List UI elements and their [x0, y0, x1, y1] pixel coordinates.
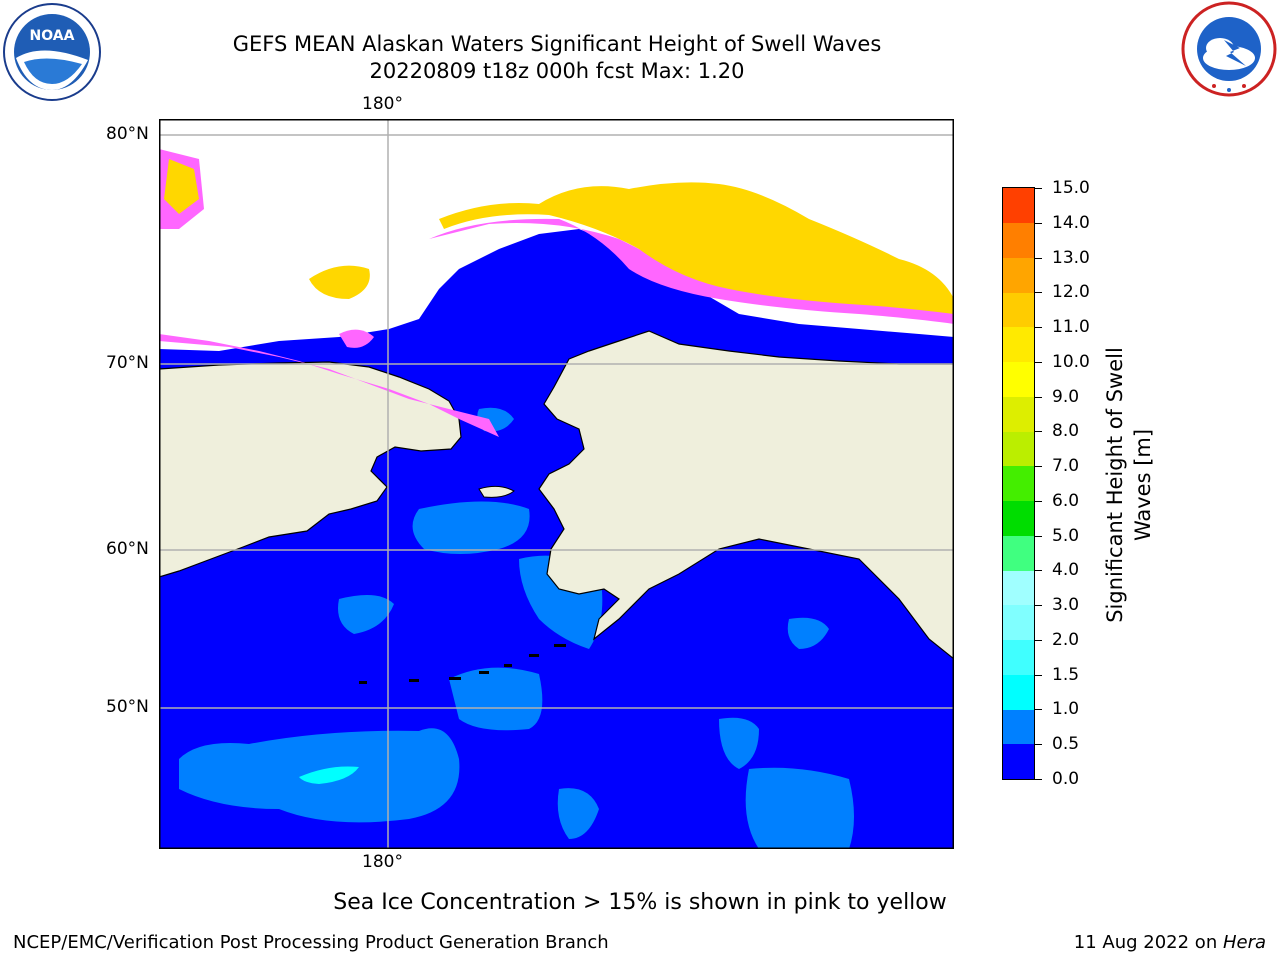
colorbar-tick-label: 2.0 [1052, 630, 1080, 650]
colorbar-tick [1035, 431, 1042, 432]
colorbar-tick [1035, 223, 1042, 224]
colorbar-tick [1035, 466, 1042, 467]
colorbar-tick-label: 12.0 [1052, 282, 1090, 302]
colorbar-tick [1035, 709, 1042, 710]
colorbar-segment [1003, 744, 1034, 780]
sea-ice [159, 149, 954, 437]
colorbar-segment [1003, 709, 1034, 745]
map-panel [159, 119, 954, 849]
colorbar-tick-label: 10.0 [1052, 352, 1090, 372]
colorbar-tick-label: 0.0 [1052, 769, 1080, 789]
colorbar-tick-label: 1.0 [1052, 699, 1080, 719]
footer-machine: Hera [1222, 932, 1266, 953]
colorbar-tick-label: 4.0 [1052, 560, 1080, 580]
colorbar-tick [1035, 362, 1042, 363]
colorbar-tick-label: 1.5 [1052, 665, 1080, 685]
graticule [159, 119, 954, 849]
colorbar-tick-label: 11.0 [1052, 317, 1090, 337]
land-alaska [538, 330, 954, 660]
swell-cyan-patch [299, 766, 359, 784]
colorbar-tick [1035, 258, 1042, 259]
colorbar-tick-label: 6.0 [1052, 491, 1080, 511]
colorbar-tick-label: 5.0 [1052, 526, 1080, 546]
colorbar-segment [1003, 431, 1034, 467]
lon-label-bottom: 180° [362, 852, 403, 872]
footer-credit: NCEP/EMC/Verification Post Processing Pr… [13, 932, 609, 953]
colorbar-segment [1003, 500, 1034, 536]
land-siberia [159, 361, 462, 578]
colorbar-tick-label: 15.0 [1052, 178, 1090, 198]
colorbar-tick-label: 9.0 [1052, 387, 1080, 407]
colorbar-tick-label: 14.0 [1052, 213, 1090, 233]
colorbar-tick-label: 7.0 [1052, 456, 1080, 476]
lat-label-50n: 50°N [106, 697, 149, 717]
colorbar-tick-label: 0.5 [1052, 734, 1080, 754]
colorbar-tick [1035, 327, 1042, 328]
colorbar-tick-label: 13.0 [1052, 248, 1090, 268]
nws-logo [1180, 0, 1278, 98]
chart-title: GEFS MEAN Alaskan Waters Significant Hei… [232, 32, 882, 56]
colorbar-segment [1003, 639, 1034, 675]
colorbar-segment [1003, 570, 1034, 606]
map-frame [159, 119, 954, 849]
noaa-logo-text: NOAA [30, 28, 75, 44]
colorbar-tick [1035, 188, 1042, 189]
aleutian-islands [359, 644, 566, 684]
footer-date: 11 Aug 2022 on Hera [1073, 932, 1266, 953]
colorbar-segment [1003, 466, 1034, 502]
colorbar-tick [1035, 536, 1042, 537]
colorbar [1002, 187, 1035, 780]
colorbar-segment [1003, 674, 1034, 710]
lat-label-70n: 70°N [106, 353, 149, 373]
colorbar-tick [1035, 570, 1042, 571]
lon-label-top: 180° [362, 94, 403, 114]
colorbar-tick [1035, 779, 1042, 780]
lat-label-60n: 60°N [106, 539, 149, 559]
colorbar-segment [1003, 222, 1034, 258]
colorbar-tick-label: 3.0 [1052, 595, 1080, 615]
colorbar-segment [1003, 327, 1034, 363]
colorbar-segment [1003, 535, 1034, 571]
colorbar-tick [1035, 397, 1042, 398]
colorbar-tick [1035, 501, 1042, 502]
colorbar-segment [1003, 361, 1034, 397]
colorbar-tick [1035, 605, 1042, 606]
colorbar-tick-label: 8.0 [1052, 421, 1080, 441]
colorbar-tick [1035, 675, 1042, 676]
colorbar-tick [1035, 292, 1042, 293]
chart-subtitle: 20220809 t18z 000h fcst Max: 1.20 [369, 59, 745, 83]
colorbar-segment [1003, 257, 1034, 293]
lat-label-80n: 80°N [106, 124, 149, 144]
colorbar-segment [1003, 396, 1034, 432]
sea-ice-note: Sea Ice Concentration > 15% is shown in … [333, 890, 947, 915]
colorbar-segment [1003, 605, 1034, 641]
noaa-logo: NOAA [2, 2, 102, 102]
colorbar-tick [1035, 640, 1042, 641]
colorbar-tick [1035, 744, 1042, 745]
colorbar-segment [1003, 292, 1034, 328]
colorbar-segment [1003, 188, 1034, 223]
